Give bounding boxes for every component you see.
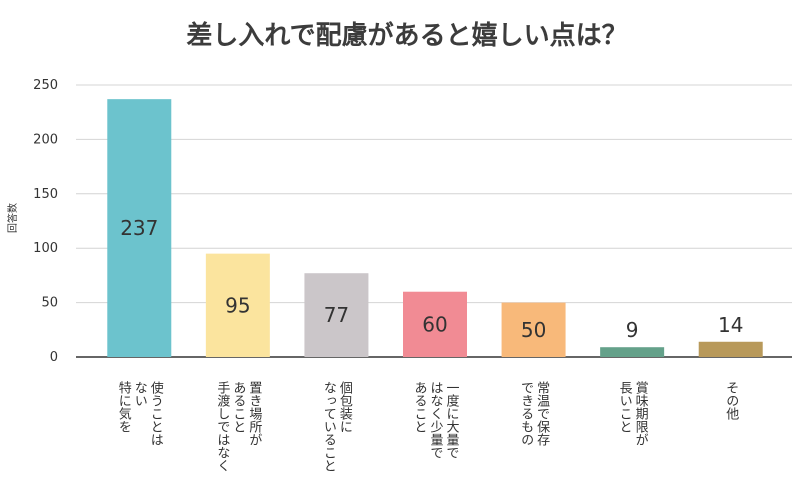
x-category-label: 賞味期限が bbox=[633, 381, 649, 446]
y-tick-label: 0 bbox=[50, 350, 58, 365]
y-tick-label: 250 bbox=[33, 78, 58, 93]
chart-title: 差し入れで配慮があると嬉しい点は？ bbox=[186, 20, 627, 51]
y-axis-label: 回答数 bbox=[6, 203, 19, 233]
bar-value-label: 14 bbox=[718, 313, 743, 337]
bar bbox=[107, 99, 172, 358]
bar-value-label: 77 bbox=[324, 303, 349, 327]
bar-value-label: 9 bbox=[626, 318, 639, 342]
bar bbox=[205, 253, 270, 357]
x-category-label: 個包装に bbox=[337, 381, 353, 433]
x-category-label: あること bbox=[230, 381, 245, 433]
x-category-label: 特に気を bbox=[116, 381, 131, 433]
bar bbox=[600, 347, 665, 357]
x-category-label: できるもの bbox=[518, 381, 533, 446]
x-category-label: なっていること bbox=[321, 381, 336, 472]
y-tick-label: 150 bbox=[33, 187, 58, 202]
x-category-label: 常温で保存 bbox=[534, 381, 550, 446]
bars bbox=[107, 99, 763, 358]
bar-value-label: 237 bbox=[120, 216, 158, 240]
y-tick-label: 100 bbox=[33, 241, 58, 256]
bar-value-label: 60 bbox=[422, 312, 447, 336]
x-category-label: はなく少量で bbox=[428, 381, 444, 459]
x-category-label: あること bbox=[412, 381, 427, 433]
x-category-label: ない bbox=[132, 381, 147, 407]
x-category-label: 一度に大量で bbox=[444, 381, 460, 459]
bar bbox=[304, 273, 369, 357]
y-tick-label: 50 bbox=[41, 296, 58, 311]
bar bbox=[501, 302, 566, 357]
x-category-label: 長いこと bbox=[617, 381, 633, 433]
bar-value-label: 50 bbox=[521, 318, 546, 342]
x-category-label: 使うことは bbox=[148, 380, 164, 446]
bar bbox=[403, 291, 467, 357]
x-category-label: その他 bbox=[723, 381, 739, 421]
y-tick-label: 200 bbox=[33, 132, 58, 147]
gridlines: 0 50 100 150 200 250 bbox=[33, 78, 792, 365]
bar-value-label: 95 bbox=[225, 293, 250, 317]
x-category-label: 手渡しではなく bbox=[214, 381, 230, 472]
x-category-label: 置き場所が bbox=[246, 381, 262, 446]
data-labels: 237 95 77 60 50 9 14 bbox=[120, 216, 743, 342]
bar bbox=[698, 341, 763, 357]
